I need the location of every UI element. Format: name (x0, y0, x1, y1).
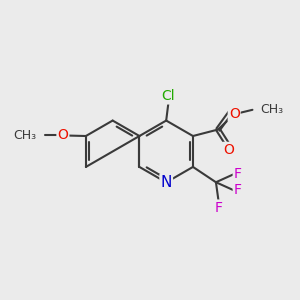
Text: Cl: Cl (162, 89, 176, 103)
Text: CH₃: CH₃ (13, 129, 36, 142)
Text: F: F (234, 184, 242, 197)
Text: N: N (160, 175, 172, 190)
Text: F: F (234, 167, 242, 181)
Text: O: O (58, 128, 68, 142)
Text: O: O (223, 143, 234, 157)
Text: F: F (215, 201, 223, 214)
Text: CH₃: CH₃ (261, 103, 284, 116)
Text: O: O (229, 107, 240, 121)
